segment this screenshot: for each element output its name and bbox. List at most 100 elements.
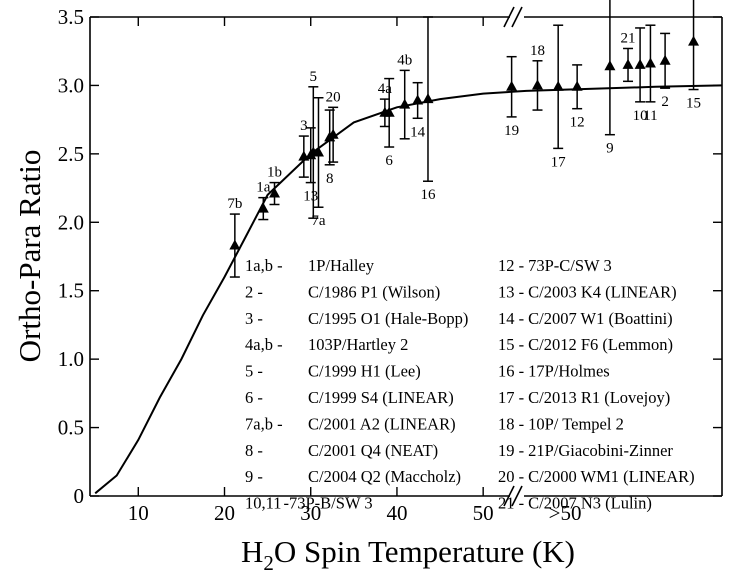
legend-name: C/2001 A2 (LINEAR) [308, 414, 456, 433]
legend-name: C/2001 Q4 (NEAT) [308, 441, 438, 460]
data-point: 12 [570, 64, 585, 131]
point-label: 15 [686, 96, 701, 112]
data-point: 13 [303, 127, 318, 205]
legend-name: 21P/Giacobini-Zinner [528, 441, 673, 460]
legend-name: C/2003 K4 (LINEAR) [528, 282, 676, 301]
point-label: 2 [661, 94, 669, 110]
data-point: 1a [256, 180, 271, 221]
point-label: 9 [606, 141, 614, 157]
legend-key: 12 - [498, 256, 524, 275]
legend-name: 17P/Holmes [528, 362, 610, 381]
marker [257, 202, 269, 213]
legend-name: C/1999 H1 (Lee) [308, 362, 421, 381]
marker [399, 98, 411, 109]
legend-name: C/2007 W1 (Boattini) [528, 309, 673, 328]
data-point: 2 [659, 32, 671, 110]
marker [644, 57, 656, 68]
x-tick-label: 50 [473, 501, 494, 525]
x-tick-label: 40 [386, 501, 407, 525]
frame [89, 6, 723, 507]
y-tick-label: 3.5 [58, 5, 84, 29]
data-point: 1b [267, 165, 282, 206]
marker [422, 93, 434, 104]
marker [604, 60, 616, 71]
x-tick-label: 20 [214, 501, 235, 525]
marker [229, 239, 241, 250]
x-tick-label: 10 [128, 501, 149, 525]
y-axis-title: Ortho-Para Ratio [12, 150, 47, 363]
data-point: 18 [530, 43, 545, 111]
legend-key: 7a,b - [245, 414, 283, 433]
data-point: 17 [551, 24, 567, 170]
data-point: 21 [621, 30, 636, 83]
marker [552, 80, 564, 91]
legend-key: 18 - [498, 414, 524, 433]
data-point: 11 [643, 24, 658, 124]
point-label: 4a [378, 81, 393, 97]
marker [688, 35, 700, 46]
legend-name: 10P/ Tempel 2 [528, 414, 624, 433]
legend-name: -73P-B/SW 3 [284, 494, 373, 513]
legend-name: 73P-C/SW 3 [528, 256, 612, 275]
legend-key: 17 - [498, 388, 524, 407]
data-point: 6 [383, 77, 395, 169]
legend-key: 8 - [245, 441, 263, 460]
data-point: 4a [378, 81, 393, 128]
legend-key: 19 - [498, 441, 524, 460]
data-point: 9 [604, 0, 616, 157]
marker [269, 187, 281, 198]
point-label: 17 [551, 154, 567, 170]
data-point: 15 [686, 0, 701, 112]
point-label: 1b [267, 165, 282, 181]
point-label: 1a [256, 180, 271, 196]
legend-key: 21 - [498, 494, 524, 513]
legend-name: C/1999 S4 (LINEAR) [308, 388, 454, 407]
legend-key: 1a,b - [245, 256, 283, 275]
point-label: 5 [310, 69, 318, 85]
y-tick-label: 1.5 [58, 279, 84, 303]
legend-key: 3 - [245, 309, 263, 328]
point-label: 3 [300, 118, 308, 134]
legend-name: 1P/Halley [308, 256, 375, 275]
legend-name: C/2012 F6 (Lemmon) [528, 335, 673, 354]
point-label: 6 [385, 153, 393, 169]
x-title-part: O Spin Temperature (K) [274, 534, 575, 569]
legend-key: 9 - [245, 467, 263, 486]
y-tick-label: 1.0 [58, 347, 84, 371]
legend-key: 10,11 [245, 494, 282, 513]
point-label: 18 [530, 43, 545, 59]
data-point: 14 [410, 81, 426, 140]
point-label: 8 [326, 171, 334, 187]
x-title-sub: 2 [263, 551, 274, 575]
y-tick-label: 2.0 [58, 210, 84, 234]
point-label: 21 [621, 30, 636, 46]
marker [634, 58, 646, 69]
x-axis-title: H2O Spin Temperature (K) [241, 534, 575, 575]
marker [659, 54, 671, 65]
data-point: 7b [227, 196, 242, 278]
point-label: 20 [326, 89, 341, 105]
legend-name: C/2013 R1 (Lovejoy) [528, 388, 670, 407]
data-point: 19 [504, 55, 519, 139]
legend-name: C/2007 N3 (Lulin) [528, 494, 652, 513]
marker [506, 80, 518, 91]
marker [571, 80, 583, 91]
point-label: 19 [504, 123, 519, 139]
legend-key: 14 - [498, 309, 524, 328]
y-tick-label: 0.5 [58, 416, 84, 440]
data-point: 3 [298, 118, 310, 178]
point-label: 14 [410, 124, 426, 140]
point-label: 7b [227, 196, 242, 212]
legend-key: 20 - [498, 467, 524, 486]
legend-key: 4a,b - [245, 335, 283, 354]
point-label: 7a [311, 213, 326, 229]
data-point: 7a [311, 96, 326, 229]
legend-key: 13 - [498, 282, 524, 301]
legend-name: C/2004 Q2 (Maccholz) [308, 467, 461, 486]
data-point: 10 [633, 27, 648, 124]
marker [312, 146, 324, 157]
marker [622, 58, 634, 69]
marker [383, 106, 395, 117]
